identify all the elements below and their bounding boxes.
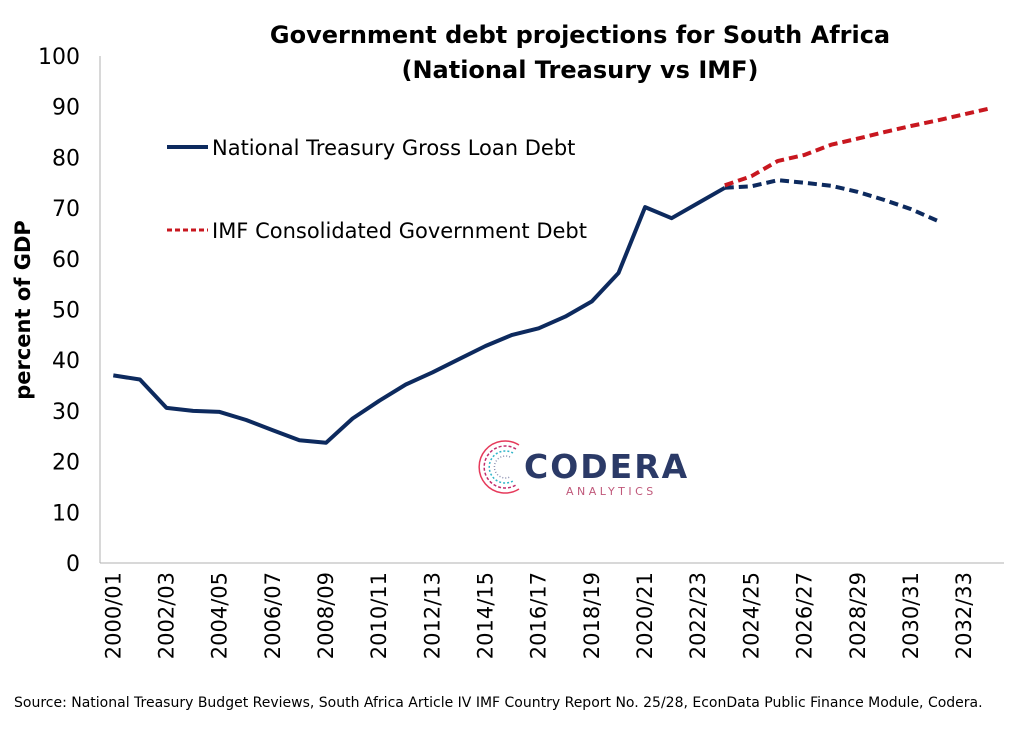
legend-label-imf: IMF Consolidated Government Debt bbox=[212, 219, 587, 243]
series-line-2 bbox=[724, 106, 992, 188]
x-tick-label: 2010/11 bbox=[367, 572, 391, 659]
x-tick-label: 2018/19 bbox=[580, 572, 604, 659]
x-tick-label: 2026/27 bbox=[793, 572, 817, 659]
codera-logo-mark bbox=[478, 440, 520, 494]
legend-item-national-treasury: National Treasury Gross Loan Debt bbox=[167, 136, 575, 160]
legend-item-imf: IMF Consolidated Government Debt bbox=[167, 219, 587, 243]
y-tick-label: 40 bbox=[52, 349, 80, 374]
codera-logo-name: CODERA bbox=[524, 447, 689, 486]
y-tick-label: 90 bbox=[52, 96, 80, 121]
y-tick-label: 10 bbox=[52, 501, 80, 526]
y-tick-label: 0 bbox=[66, 552, 80, 577]
codera-logo: CODERA ANALYTICS bbox=[478, 440, 689, 498]
codera-logo-tagline: ANALYTICS bbox=[566, 485, 657, 498]
series-line-1 bbox=[724, 178, 939, 223]
x-tick-label: 2008/09 bbox=[314, 572, 338, 659]
x-tick-label: 2028/29 bbox=[846, 572, 870, 659]
x-tick-label: 2004/05 bbox=[208, 572, 232, 659]
x-tick-label: 2030/31 bbox=[899, 572, 923, 659]
chart: Government debt projections for South Af… bbox=[11, 21, 1004, 659]
y-tick-label: 30 bbox=[52, 400, 80, 425]
y-tick-label: 100 bbox=[38, 45, 80, 70]
chart-title-line-2: (National Treasury vs IMF) bbox=[401, 56, 758, 84]
x-tick-label: 2020/21 bbox=[633, 572, 657, 659]
y-axis-label: percent of GDP bbox=[11, 220, 35, 400]
series-layer bbox=[112, 106, 992, 445]
x-tick-label: 2022/23 bbox=[686, 572, 710, 659]
x-tick-label: 2014/15 bbox=[474, 572, 498, 659]
x-tick-label: 2006/07 bbox=[261, 572, 285, 659]
x-tick-label: 2016/17 bbox=[527, 572, 551, 659]
y-tick-label: 60 bbox=[52, 248, 80, 273]
legend-label-national-treasury: National Treasury Gross Loan Debt bbox=[212, 136, 575, 160]
x-tick-labels: 2000/01 2002/03 2004/05 2006/07 2008/09 2010/… bbox=[101, 572, 976, 659]
x-tick-label: 2012/13 bbox=[420, 572, 444, 659]
x-tick-label: 2002/03 bbox=[154, 572, 178, 659]
chart-title-line-1: Government debt projections for South Af… bbox=[270, 21, 890, 49]
y-tick-labels: 0 10 20 30 40 50 60 70 80 90 100 bbox=[38, 45, 80, 577]
series-line-0 bbox=[112, 186, 726, 445]
x-tick-label: 2024/25 bbox=[739, 572, 763, 659]
y-tick-label: 80 bbox=[52, 146, 80, 171]
chart-title: Government debt projections for South Af… bbox=[270, 21, 890, 84]
y-tick-label: 50 bbox=[52, 299, 80, 324]
source-note: Source: National Treasury Budget Reviews… bbox=[14, 695, 983, 711]
legend: National Treasury Gross Loan Debt IMF Co… bbox=[167, 136, 587, 243]
x-tick-label: 2032/33 bbox=[952, 572, 976, 659]
y-tick-label: 20 bbox=[52, 451, 80, 476]
x-tick-label: 2000/01 bbox=[101, 572, 125, 659]
y-tick-label: 70 bbox=[52, 197, 80, 222]
